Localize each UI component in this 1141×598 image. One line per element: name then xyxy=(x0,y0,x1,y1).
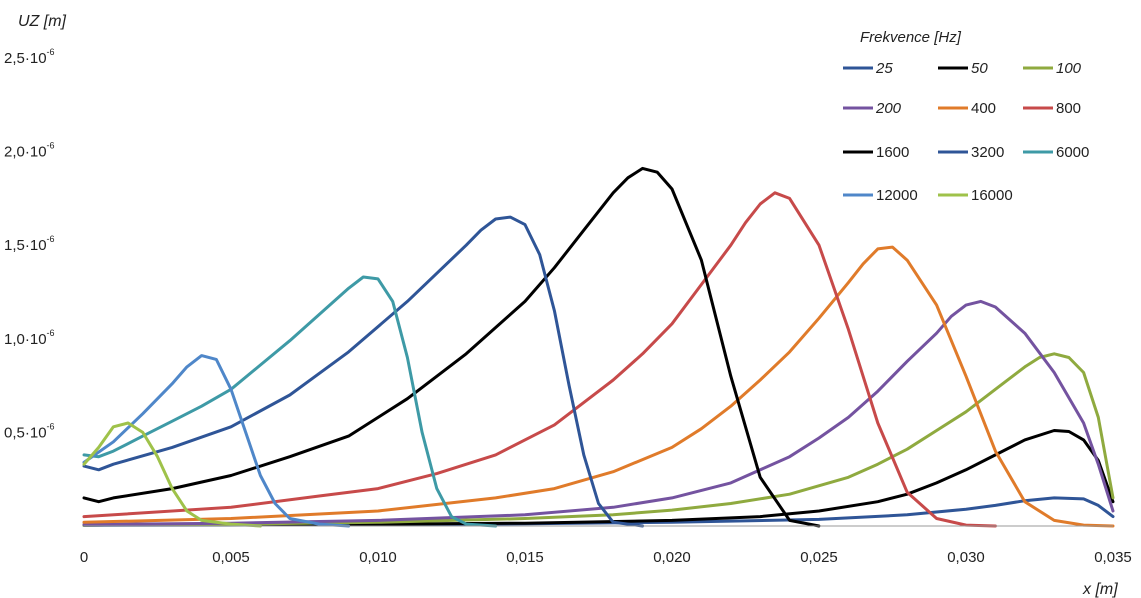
x-tick-label: 0,025 xyxy=(800,549,838,566)
series-layer xyxy=(82,166,1115,528)
series-line-800 xyxy=(82,191,997,528)
series-line-100 xyxy=(82,352,1115,527)
legend-label-6000: 6000 xyxy=(1056,144,1089,161)
legend-label-16000: 16000 xyxy=(971,187,1013,204)
y-axis-label: UZ [m] xyxy=(18,13,67,30)
legend-label-1600: 1600 xyxy=(876,144,909,161)
x-tick-label: 0,005 xyxy=(212,549,250,566)
series-line-6000 xyxy=(82,275,498,528)
x-tick-label: 0,010 xyxy=(359,549,397,566)
legend-title: Frekvence [Hz] xyxy=(860,29,962,46)
legend: 25 50 100 200 400 800 1600 3200 6000 12000 16000 xyxy=(843,60,1089,204)
legend-label-200: 200 xyxy=(875,100,902,117)
x-axis-label: x [m] xyxy=(1082,581,1118,598)
legend-label-400: 400 xyxy=(971,100,996,117)
series-line-3200 xyxy=(82,215,645,528)
x-tick-labels: 0 0,005 0,010 0,015 0,020 0,025 0,030 0,035 xyxy=(80,549,1132,566)
series-line-12000 xyxy=(82,354,351,528)
y-tick-labels: 0,5·10-6 1,0·10-6 1,5·10-6 2,0·10-6 2,5·10-6 xyxy=(4,47,55,441)
legend-label-100: 100 xyxy=(1056,60,1082,77)
x-tick-label: 0,015 xyxy=(506,549,544,566)
legend-label-3200: 3200 xyxy=(971,144,1004,161)
y-tick-label: 0,5·10-6 xyxy=(4,421,55,441)
y-tick-label: 2,5·10-6 xyxy=(4,47,55,67)
x-tick-label: 0,020 xyxy=(653,549,691,566)
legend-label-12000: 12000 xyxy=(876,187,918,204)
legend-label-800: 800 xyxy=(1056,100,1081,117)
x-tick-label: 0,035 xyxy=(1094,549,1132,566)
x-tick-label: 0,030 xyxy=(947,549,985,566)
series-line-400 xyxy=(82,245,1115,528)
legend-label-25: 25 xyxy=(875,60,893,77)
y-tick-label: 1,5·10-6 xyxy=(4,234,55,254)
y-tick-label: 1,0·10-6 xyxy=(4,328,55,348)
y-tick-label: 2,0·10-6 xyxy=(4,141,55,161)
series-line-50 xyxy=(82,429,1115,527)
legend-label-50: 50 xyxy=(971,60,988,77)
x-tick-label: 0 xyxy=(80,549,88,566)
series-line-1600 xyxy=(82,166,821,528)
series-line-16000 xyxy=(82,421,262,528)
series-line-200 xyxy=(82,299,1115,526)
